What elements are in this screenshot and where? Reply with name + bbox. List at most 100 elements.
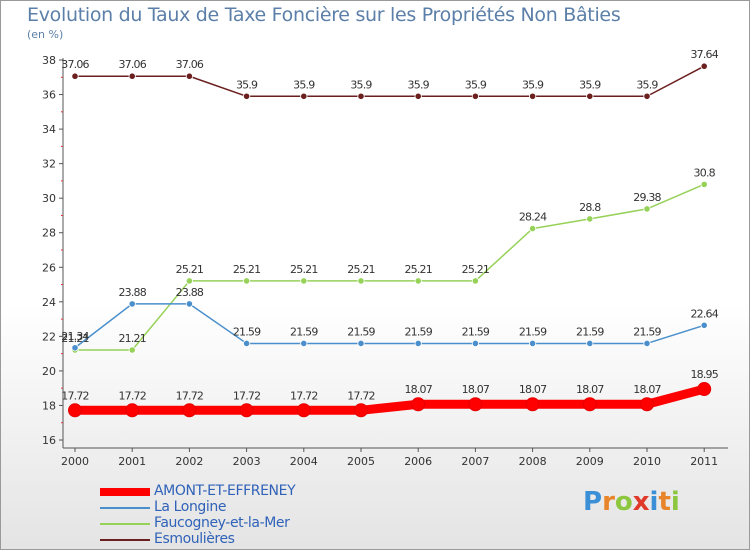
data-label: 17.72 [347, 389, 375, 402]
y-tick-label: 36 [42, 89, 56, 102]
data-point [357, 92, 365, 100]
data-label: 21.34 [61, 330, 89, 343]
data-point [414, 277, 422, 285]
data-point [300, 339, 308, 348]
logo-letter: P [583, 487, 603, 517]
data-label: 30.8 [694, 166, 716, 179]
data-label: 18.95 [690, 368, 718, 381]
data-point [243, 92, 251, 100]
logo-letter: o [614, 487, 633, 517]
data-point [468, 397, 483, 412]
data-label: 21.59 [576, 325, 604, 338]
data-label: 25.21 [233, 263, 261, 276]
data-label: 21.59 [404, 325, 432, 338]
unit-label: (en %) [27, 28, 64, 41]
chart-title: Evolution du Taux de Taxe Foncière sur l… [27, 4, 621, 26]
data-label: 23.88 [118, 286, 146, 299]
data-point [528, 92, 537, 100]
data-label: 35.9 [465, 78, 487, 91]
data-point [471, 277, 479, 285]
data-point [354, 403, 368, 418]
data-label: 35.9 [579, 78, 601, 91]
logo-letter: i [670, 487, 680, 517]
data-point [411, 397, 426, 412]
data-point [471, 339, 479, 348]
data-point [125, 403, 140, 418]
data-point [582, 397, 597, 412]
series-line [75, 65, 705, 98]
data-point [128, 300, 136, 308]
data-label: 17.72 [233, 389, 261, 402]
data-point [414, 92, 422, 100]
data-label: 18.07 [633, 383, 661, 396]
data-point [700, 321, 708, 329]
data-label: 35.9 [350, 78, 372, 91]
data-label: 21.59 [233, 325, 261, 338]
logo-letter: i [649, 487, 659, 517]
y-tick-label: 30 [42, 192, 56, 205]
series-line [75, 183, 705, 351]
x-tick-label: 2005 [347, 455, 375, 468]
legend: AMONT-ET-EFFRENEY La Longine Faucogney-e… [100, 483, 360, 548]
x-tick-label: 2011 [690, 455, 718, 468]
data-label: 18.07 [404, 383, 432, 396]
data-point [528, 224, 537, 233]
data-label: 35.9 [522, 78, 544, 91]
x-tick-label: 2000 [61, 455, 89, 468]
y-tick-label: 26 [42, 261, 56, 274]
data-point [640, 397, 654, 412]
data-label: 21.59 [290, 325, 318, 338]
y-tick-label: 16 [42, 434, 56, 447]
data-label: 21.59 [462, 325, 490, 338]
data-point [697, 382, 712, 397]
legend-swatch [100, 507, 150, 509]
x-tick-label: 2008 [519, 455, 547, 468]
legend-swatch [100, 523, 150, 525]
data-point [586, 339, 594, 348]
data-point [643, 339, 651, 348]
data-label: 37.06 [176, 58, 204, 71]
legend-label: AMONT-ET-EFFRENEY [154, 483, 296, 499]
y-tick-label: 22 [42, 330, 56, 343]
data-point [182, 403, 197, 418]
x-tick-label: 2003 [233, 455, 261, 468]
y-tick-label: 28 [42, 227, 56, 240]
data-point [700, 62, 708, 70]
x-tick-label: 2006 [404, 455, 432, 468]
data-label: 28.24 [519, 211, 547, 224]
data-point [414, 339, 422, 348]
x-tick-label: 2009 [576, 455, 604, 468]
data-label: 25.21 [290, 263, 318, 276]
legend-label: Esmoulières [154, 531, 235, 547]
data-point [71, 72, 79, 80]
data-point [700, 180, 708, 188]
data-point [185, 300, 193, 308]
data-label: 21.59 [347, 325, 375, 338]
data-label: 25.21 [176, 263, 204, 276]
data-point [471, 92, 479, 100]
data-point [128, 72, 136, 80]
legend-label: Faucogney-et-la-Mer [154, 515, 290, 531]
data-point [357, 339, 365, 348]
data-label: 18.07 [519, 383, 547, 396]
data-point [68, 403, 82, 418]
data-point [643, 92, 651, 100]
data-label: 21.21 [118, 332, 146, 345]
legend-item: AMONT-ET-EFFRENEY [100, 483, 360, 500]
data-label: 17.72 [118, 389, 146, 402]
legend-swatch [100, 488, 150, 496]
y-tick-label: 18 [42, 399, 56, 412]
data-label: 21.59 [519, 325, 547, 338]
data-point [71, 344, 79, 352]
logo-letter: t [658, 487, 671, 517]
y-tick-label: 24 [42, 296, 56, 309]
x-tick-label: 2001 [118, 455, 146, 468]
data-label: 25.21 [347, 263, 375, 276]
data-point [185, 277, 193, 285]
x-tick-label: 2007 [461, 455, 489, 468]
data-label: 18.07 [576, 383, 604, 396]
data-label: 23.88 [176, 286, 204, 299]
x-tick-label: 2010 [633, 455, 661, 468]
